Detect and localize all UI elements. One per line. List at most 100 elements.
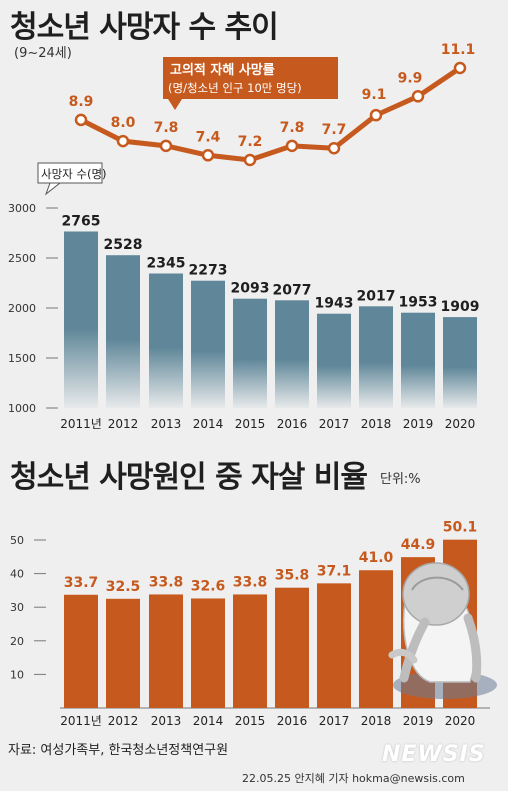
series-line xyxy=(79,65,462,163)
x-tick-label: 2015 xyxy=(235,417,266,431)
bar-value-label: 2077 xyxy=(273,282,312,298)
x-tick-label: 2011년 xyxy=(60,417,102,431)
callout-subtitle: (명/청소년 인구 10만 명당) xyxy=(168,81,302,95)
data-point xyxy=(243,153,257,167)
data-label: 7.7 xyxy=(322,122,347,138)
bar xyxy=(191,280,225,408)
x-tick-label: 2016 xyxy=(277,714,308,728)
bar-value-label: 32.5 xyxy=(106,579,141,595)
death-count-bar-chart: 1000 1500 2000 2500 3000 사망자 수(명) 2765 2011년 252… xyxy=(8,162,480,431)
bar-value-label: 50.1 xyxy=(443,520,478,536)
data-label: 8.0 xyxy=(111,115,136,131)
y-tick-label: 2500 xyxy=(8,252,36,265)
bar-value-label: 33.8 xyxy=(149,574,184,590)
ylabel-box xyxy=(37,162,103,184)
callout-box xyxy=(163,57,338,99)
bar xyxy=(317,313,351,408)
y-tick-label: 1000 xyxy=(8,402,36,415)
line-chart: 8.9 8.0 7.8 7.4 7.2 7.8 7.7 9.1 9.9 11.1 고의적 자해 사망… xyxy=(69,42,476,167)
bar xyxy=(317,583,351,708)
bar-value-label: 44.9 xyxy=(401,537,436,553)
x-tick-label: 2020 xyxy=(445,714,476,728)
data-point xyxy=(116,134,130,148)
bar-value-label: 2345 xyxy=(147,256,186,272)
data-point xyxy=(327,141,341,155)
x-tick-label: 2017 xyxy=(319,714,350,728)
x-tick-label: 2019 xyxy=(403,714,434,728)
bar xyxy=(275,587,309,708)
bar xyxy=(64,594,98,708)
x-tick-label: 2019 xyxy=(403,417,434,431)
x-tick-label: 2015 xyxy=(235,714,266,728)
bar-value-label: 2093 xyxy=(231,281,270,297)
bar-value-label: 32.6 xyxy=(191,578,226,594)
data-label: 11.1 xyxy=(441,42,476,58)
bar xyxy=(106,598,140,708)
data-point xyxy=(74,113,88,127)
bar-value-label: 33.8 xyxy=(233,574,268,590)
bar-value-label: 35.8 xyxy=(275,568,310,584)
x-tick-label: 2020 xyxy=(445,417,476,431)
data-label: 9.1 xyxy=(362,87,387,103)
x-tick-label: 2018 xyxy=(361,417,392,431)
bar xyxy=(149,273,183,408)
bar-value-label: 41.0 xyxy=(359,550,394,566)
source-note: 자료: 여성가족부, 한국청소년정책연구원 xyxy=(8,743,229,758)
callout-title: 고의적 자해 사망률 xyxy=(170,62,275,78)
x-tick-label: 2017 xyxy=(319,417,350,431)
y-tick-label: 1500 xyxy=(8,352,36,365)
data-point xyxy=(369,108,383,122)
bar xyxy=(275,300,309,408)
bar xyxy=(233,594,267,708)
bar xyxy=(401,312,435,408)
bar xyxy=(359,570,393,708)
y-tick-label: 40 xyxy=(10,568,24,581)
x-tick-label: 2011년 xyxy=(60,714,102,728)
data-point xyxy=(453,61,467,75)
bar-value-label: 1909 xyxy=(441,299,480,315)
bar-value-label: 1953 xyxy=(399,295,438,311)
x-tick-label: 2016 xyxy=(277,417,308,431)
bar-value-label: 33.7 xyxy=(64,575,99,591)
bar xyxy=(191,598,225,708)
data-label: 7.2 xyxy=(238,134,263,150)
bar xyxy=(64,231,98,408)
section2-title: 청소년 사망원인 중 자살 비율 xyxy=(10,460,368,495)
bar-value-label: 2528 xyxy=(104,237,143,253)
y-axis-label: 사망자 수(명) xyxy=(41,167,107,181)
x-tick-label: 2013 xyxy=(151,714,182,728)
data-point xyxy=(285,139,299,153)
newsis-logo: NEWSIS xyxy=(382,742,486,767)
bar xyxy=(443,317,477,408)
bar-value-label: 2765 xyxy=(62,214,101,230)
x-tick-label: 2014 xyxy=(193,417,224,431)
bar xyxy=(359,306,393,408)
y-tick-label: 20 xyxy=(10,635,24,648)
x-tick-label: 2014 xyxy=(193,714,224,728)
bar xyxy=(106,255,140,408)
y-tick-label: 50 xyxy=(10,534,24,547)
bar-value-label: 2017 xyxy=(357,288,396,304)
x-tick-label: 2012 xyxy=(108,714,139,728)
ylabel-pointer xyxy=(44,182,62,196)
data-label: 7.8 xyxy=(154,120,179,136)
credit-line: 22.05.25 안지혜 기자 hokma@newsis.com xyxy=(242,772,465,785)
data-label: 7.4 xyxy=(196,129,221,145)
x-tick-label: 2013 xyxy=(151,417,182,431)
bar-value-label: 2273 xyxy=(189,263,228,279)
x-tick-label: 2012 xyxy=(108,417,139,431)
section2-unit: 단위:% xyxy=(380,472,421,487)
data-point xyxy=(411,90,425,103)
data-label: 8.9 xyxy=(69,94,94,110)
bar xyxy=(149,594,183,708)
crouching-child-illustration xyxy=(388,562,497,699)
bar xyxy=(233,298,267,408)
bar-value-label: 1943 xyxy=(315,296,354,312)
y-tick-label: 3000 xyxy=(8,202,36,215)
chart-subtitle: (9~24세) xyxy=(14,46,72,61)
chart-title: 청소년 사망자 수 추이 xyxy=(10,10,279,45)
data-label: 9.9 xyxy=(398,70,423,86)
y-tick-label: 30 xyxy=(10,601,24,614)
bar-value-label: 37.1 xyxy=(317,563,352,579)
